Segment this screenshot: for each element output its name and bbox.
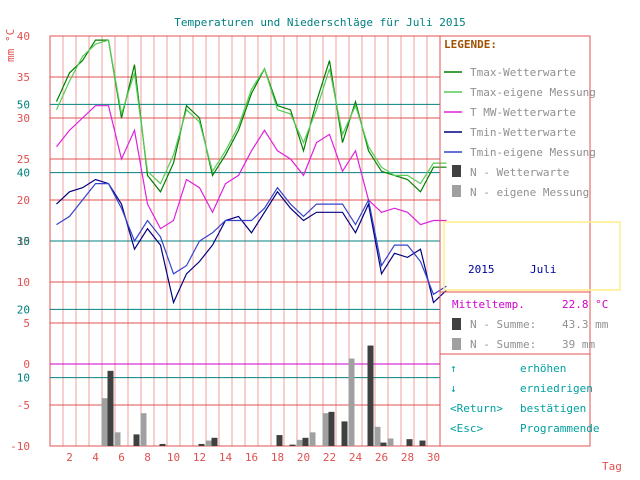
precip-bar xyxy=(406,439,413,446)
y-tick-temp: 10 xyxy=(17,276,30,289)
control-action: erhöhen xyxy=(520,362,566,375)
temp-series-line xyxy=(56,178,447,305)
precip-bar xyxy=(114,432,121,446)
x-tick: 24 xyxy=(349,451,363,464)
legend-label: T MW-Wetterwarte xyxy=(470,106,576,119)
mean-label: Mitteltemp. xyxy=(452,298,525,311)
precip-bar xyxy=(205,440,212,446)
precip-bar xyxy=(328,411,335,446)
temperature-lines xyxy=(55,39,447,305)
y-tick-temp: 25 xyxy=(17,153,30,166)
x-tick: 10 xyxy=(167,451,180,464)
y-tick-temp: 20 xyxy=(17,194,30,207)
control-key: <Return> xyxy=(450,402,503,415)
x-tick: 28 xyxy=(401,451,414,464)
sum-label-1: N - Summe: xyxy=(470,318,536,331)
control-action: bestätigen xyxy=(520,402,586,415)
sum-swatch-1 xyxy=(452,318,461,330)
y-tick-mm: 20 xyxy=(17,303,30,316)
y-tick-temp: -10 xyxy=(10,440,30,453)
x-tick: 12 xyxy=(193,451,206,464)
y-tick-temp: 5 xyxy=(23,317,30,330)
period-year: 2015 xyxy=(468,263,495,276)
precip-bar xyxy=(198,443,205,446)
y-tick-mm: 10 xyxy=(17,372,30,385)
control-action: erniedrigen xyxy=(520,382,593,395)
temp-series-line xyxy=(56,183,447,296)
legend-label: N - Wetterwarte xyxy=(470,166,569,179)
precip-bar xyxy=(322,413,329,446)
temp-series-line xyxy=(55,39,447,185)
precip-bar xyxy=(309,432,316,446)
control-key: ↓ xyxy=(450,382,457,395)
x-tick: 18 xyxy=(271,451,284,464)
precip-bar xyxy=(387,438,394,446)
y-tick-temp: 15 xyxy=(17,235,30,248)
x-tick: 30 xyxy=(427,451,440,464)
x-tick: 8 xyxy=(144,451,151,464)
axis-label-celsius: °C xyxy=(4,29,17,42)
precip-bar xyxy=(341,421,348,446)
precip-bar xyxy=(140,413,147,446)
sum-swatch-2 xyxy=(452,338,461,350)
x-tick: 14 xyxy=(219,451,233,464)
legend-label: Tmin-eigene Messung xyxy=(470,146,596,159)
chart-title: Temperaturen und Niederschläge für Juli … xyxy=(174,16,465,29)
control-key: ↑ xyxy=(450,362,457,375)
y-tick-temp: 30 xyxy=(17,112,30,125)
precip-bar xyxy=(302,437,309,446)
precip-bar xyxy=(159,443,166,446)
x-tick: 4 xyxy=(92,451,99,464)
legend-label: Tmax-Wetterwarte xyxy=(470,66,576,79)
legend-swatch-bar xyxy=(452,185,461,197)
y-tick-temp: 40 xyxy=(17,30,30,43)
precip-bar xyxy=(211,437,218,446)
x-tick: 2 xyxy=(66,451,73,464)
precipitation-bars xyxy=(101,345,426,446)
control-action: Programmende xyxy=(520,422,599,435)
precip-bar xyxy=(367,345,374,446)
precip-bar xyxy=(374,426,381,446)
x-tick: 26 xyxy=(375,451,388,464)
sum-label-2: N - Summe: xyxy=(470,338,536,351)
legend-swatch-bar xyxy=(452,165,461,177)
axis-label-mm: mm xyxy=(4,48,17,62)
x-tick: 22 xyxy=(323,451,336,464)
y-tick-temp: -5 xyxy=(17,399,30,412)
period-box xyxy=(443,221,621,291)
temp-series-line xyxy=(56,105,447,230)
legend-label: Tmax-eigene Messung xyxy=(470,86,596,99)
control-key: <Esc> xyxy=(450,422,483,435)
precip-bar xyxy=(419,440,426,446)
y-tick-mm: 30 xyxy=(17,235,30,248)
precip-bar xyxy=(276,435,283,446)
x-tick: 6 xyxy=(118,451,125,464)
legend-panel: LEGENDE: Tmax-Wetterwarte Tmax-eigene Mess… xyxy=(439,36,621,446)
precip-bar xyxy=(107,370,114,446)
grid xyxy=(49,35,591,447)
precip-bar xyxy=(380,442,387,446)
sum-value-2: 39 mm xyxy=(562,338,595,351)
period-month: Juli xyxy=(530,263,557,276)
legend-label: Tmin-Wetterwarte xyxy=(470,126,576,139)
x-tick: 16 xyxy=(245,451,258,464)
x-axis-label: Tag xyxy=(602,460,622,473)
y-tick-temp: 35 xyxy=(17,71,30,84)
precip-bar xyxy=(133,434,140,446)
y-tick-temp: 0 xyxy=(23,358,30,371)
precip-bar xyxy=(101,398,108,446)
precip-bar xyxy=(296,439,303,446)
x-tick: 20 xyxy=(297,451,310,464)
y-tick-mm: 50 xyxy=(17,98,30,111)
temp-series-line xyxy=(55,39,447,193)
mean-value: 22.8 °C xyxy=(562,298,608,311)
legend-heading: LEGENDE: xyxy=(444,38,497,51)
precip-bar xyxy=(289,444,296,446)
precip-bar xyxy=(348,358,355,446)
legend-label: N - eigene Messung xyxy=(470,186,589,199)
y-tick-mm: 40 xyxy=(17,167,30,180)
sum-value-1: 43.3 mm xyxy=(562,318,609,331)
